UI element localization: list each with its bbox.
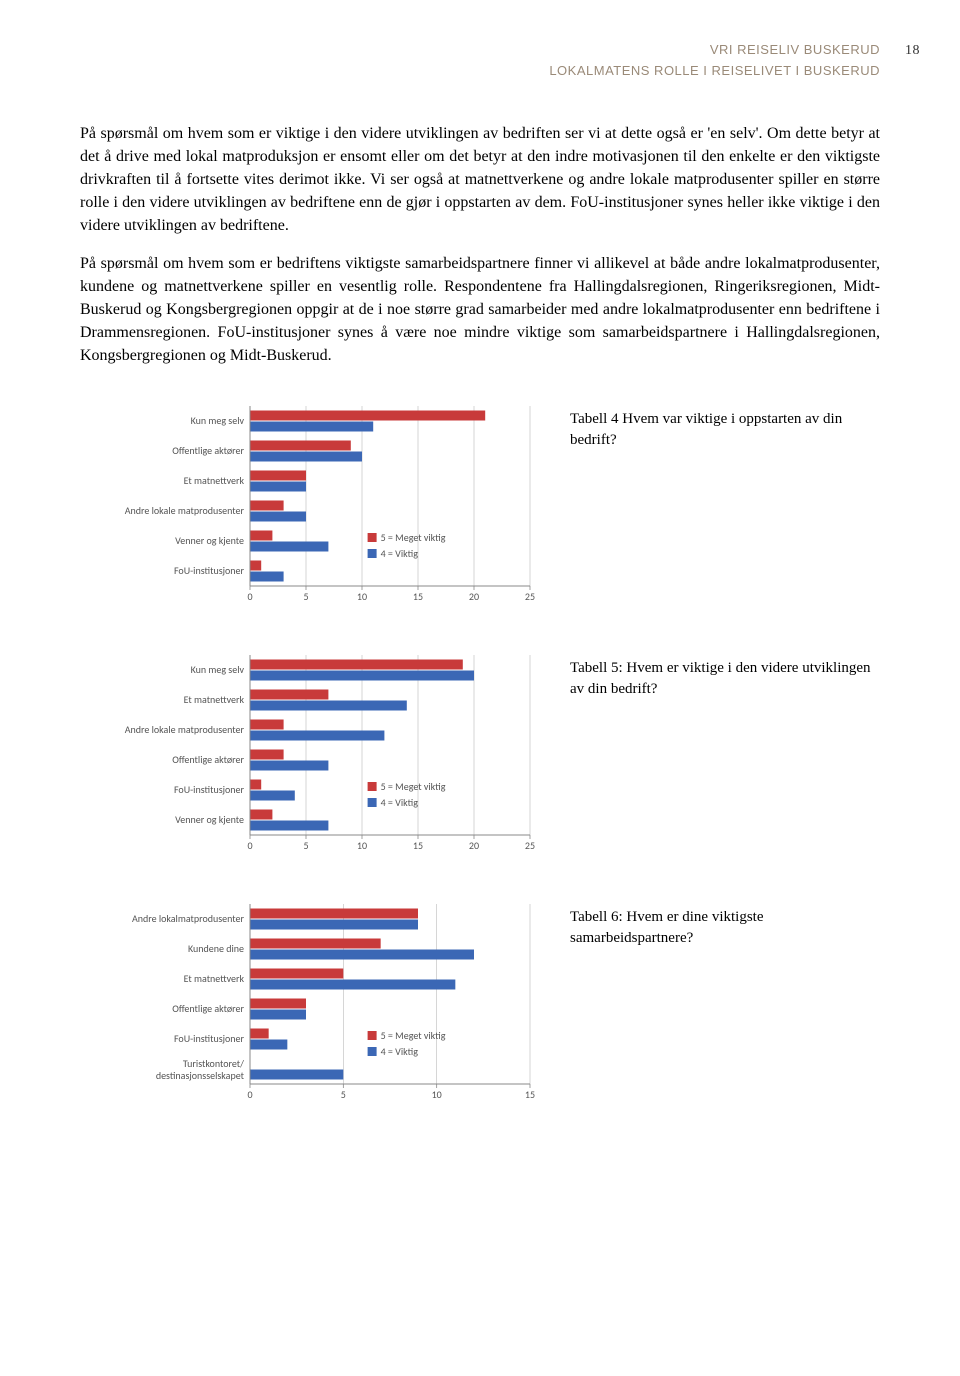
- legend-swatch-red: [368, 533, 377, 542]
- bar-blue: [250, 452, 362, 462]
- bar-red: [250, 780, 261, 790]
- bar-red: [250, 810, 272, 820]
- legend-label-4: 4 = Viktig: [381, 796, 419, 809]
- bar-red: [250, 1029, 269, 1039]
- bar-blue: [250, 1010, 306, 1020]
- x-tick-label: 25: [525, 839, 535, 852]
- category-label: Venner og kjente: [175, 813, 244, 826]
- bar-chart: 0 5 10 15 20 25 Kun meg selv Et matnettverk Andr…: [80, 650, 540, 860]
- category-label: Offentlige aktører: [172, 444, 244, 457]
- x-tick-label: 20: [469, 839, 479, 852]
- legend-swatch-blue: [368, 1047, 377, 1056]
- x-tick-label: 0: [247, 839, 252, 852]
- bar-blue: [250, 671, 474, 681]
- bar-blue: [250, 761, 328, 771]
- bar-red: [250, 411, 485, 421]
- category-label: Andre lokalmatprodusenter: [132, 912, 245, 925]
- bar-blue: [250, 791, 295, 801]
- bar-blue: [250, 512, 306, 522]
- bar-red: [250, 750, 284, 760]
- category-label: destinasjonsselskapet: [156, 1069, 245, 1082]
- bar-blue: [250, 542, 328, 552]
- chart-block-3: 0 5 10 15 Andre lokalmatprodusenter Kundene d…: [80, 899, 880, 1114]
- chart-2: 0 5 10 15 20 25 Kun meg selv Et matnettverk Andr…: [80, 650, 540, 865]
- bar-red: [250, 471, 306, 481]
- x-tick-label: 5: [303, 590, 308, 603]
- category-label: Andre lokale matprodusenter: [125, 504, 245, 517]
- legend-swatch-blue: [368, 798, 377, 807]
- category-label: FoU-institusjoner: [174, 1032, 245, 1045]
- bar-red: [250, 969, 343, 979]
- bar-blue: [250, 1070, 343, 1080]
- page-header: VRI REISELIV BUSKERUD LOKALMATENS ROLLE …: [80, 40, 880, 82]
- paragraph-1: På spørsmål om hvem som er viktige i den…: [80, 122, 880, 238]
- bar-blue: [250, 572, 284, 582]
- bar-blue: [250, 1040, 287, 1050]
- bar-chart: 0 5 10 15 20 25 Kun meg selv Offentlige aktører…: [80, 401, 540, 611]
- bar-red: [250, 720, 284, 730]
- x-tick-label: 0: [247, 590, 252, 603]
- category-label: Kun meg selv: [191, 414, 245, 427]
- chart-1-caption: Tabell 4 Hvem var viktige i oppstarten a…: [570, 401, 880, 451]
- bar-red: [250, 939, 381, 949]
- bar-red: [250, 909, 418, 919]
- bar-blue: [250, 701, 407, 711]
- chart-2-caption: Tabell 5: Hvem er viktige i den videre u…: [570, 650, 880, 700]
- bar-red: [250, 561, 261, 571]
- bar-blue: [250, 731, 384, 741]
- legend-swatch-red: [368, 1031, 377, 1040]
- x-tick-label: 15: [525, 1088, 535, 1101]
- x-tick-label: 5: [341, 1088, 346, 1101]
- header-line-2: LOKALMATENS ROLLE I REISELIVET I BUSKERU…: [80, 61, 880, 82]
- bar-blue: [250, 950, 474, 960]
- bar-blue: [250, 482, 306, 492]
- bar-blue: [250, 422, 373, 432]
- legend-label-4: 4 = Viktig: [381, 547, 419, 560]
- legend-swatch-blue: [368, 549, 377, 558]
- page-number: 18: [905, 40, 920, 62]
- category-label: Et matnettverk: [184, 474, 245, 487]
- category-label: Et matnettverk: [184, 693, 245, 706]
- chart-block-1: 0 5 10 15 20 25 Kun meg selv Offentlige aktører…: [80, 401, 880, 616]
- bar-blue: [250, 821, 328, 831]
- legend-label-5: 5 = Meget viktig: [381, 1029, 446, 1042]
- x-tick-label: 20: [469, 590, 479, 603]
- bar-blue: [250, 980, 455, 990]
- category-label: Kun meg selv: [191, 663, 245, 676]
- x-tick-label: 15: [413, 839, 423, 852]
- bar-red: [250, 690, 328, 700]
- x-tick-label: 10: [357, 839, 367, 852]
- bar-chart: 0 5 10 15 Andre lokalmatprodusenter Kundene d…: [80, 899, 540, 1109]
- category-label: Offentlige aktører: [172, 1002, 244, 1015]
- bar-blue: [250, 920, 418, 930]
- header-line-1: VRI REISELIV BUSKERUD: [80, 40, 880, 61]
- category-label: FoU-institusjoner: [174, 783, 245, 796]
- legend-label-5: 5 = Meget viktig: [381, 780, 446, 793]
- category-label: Andre lokale matprodusenter: [125, 723, 245, 736]
- category-label: Kundene dine: [188, 942, 244, 955]
- category-label: Venner og kjente: [175, 534, 244, 547]
- bar-red: [250, 501, 284, 511]
- paragraph-2: På spørsmål om hvem som er bedriftens vi…: [80, 252, 880, 368]
- legend-label-5: 5 = Meget viktig: [381, 531, 446, 544]
- chart-block-2: 0 5 10 15 20 25 Kun meg selv Et matnettverk Andr…: [80, 650, 880, 865]
- x-tick-label: 5: [303, 839, 308, 852]
- chart-3-caption: Tabell 6: Hvem er dine viktigste samarbe…: [570, 899, 880, 949]
- chart-3: 0 5 10 15 Andre lokalmatprodusenter Kundene d…: [80, 899, 540, 1114]
- bar-red: [250, 441, 351, 451]
- category-label: FoU-institusjoner: [174, 564, 245, 577]
- bar-red: [250, 660, 463, 670]
- x-tick-label: 10: [432, 1088, 442, 1101]
- x-tick-label: 25: [525, 590, 535, 603]
- category-label: Offentlige aktører: [172, 753, 244, 766]
- x-tick-label: 0: [247, 1088, 252, 1101]
- bar-red: [250, 999, 306, 1009]
- legend-label-4: 4 = Viktig: [381, 1045, 419, 1058]
- legend-swatch-red: [368, 782, 377, 791]
- x-tick-label: 15: [413, 590, 423, 603]
- chart-1: 0 5 10 15 20 25 Kun meg selv Offentlige aktører…: [80, 401, 540, 616]
- bar-red: [250, 531, 272, 541]
- category-label: Et matnettverk: [184, 972, 245, 985]
- x-tick-label: 10: [357, 590, 367, 603]
